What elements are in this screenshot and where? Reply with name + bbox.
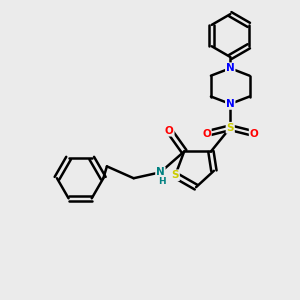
Text: S: S: [226, 123, 234, 133]
Text: H: H: [158, 177, 166, 186]
Text: O: O: [202, 129, 211, 139]
Text: N: N: [226, 63, 235, 73]
Text: N: N: [156, 167, 165, 177]
Text: S: S: [172, 170, 179, 180]
Text: N: N: [226, 99, 235, 109]
Text: O: O: [165, 126, 174, 136]
Text: O: O: [250, 129, 258, 139]
